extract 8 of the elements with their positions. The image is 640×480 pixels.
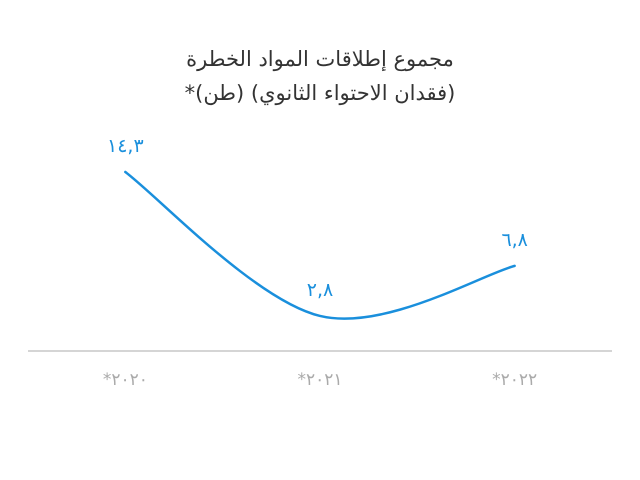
chart-title: مجموع إطلاقات المواد الخطرة	[186, 47, 454, 72]
data-label: ١٤,٣	[107, 135, 144, 157]
data-label: ٢,٨	[306, 278, 334, 301]
x-tick-label: ٢٠٢٢*	[492, 370, 538, 390]
data-label: ٦,٨	[501, 228, 528, 251]
x-tick-label: ٢٠٢١*	[297, 370, 343, 390]
chart-subtitle: (فقدان الاحتواء الثانوي) (طن)*	[184, 81, 456, 106]
x-tick-label: ٢٠٢٠*	[102, 370, 148, 390]
